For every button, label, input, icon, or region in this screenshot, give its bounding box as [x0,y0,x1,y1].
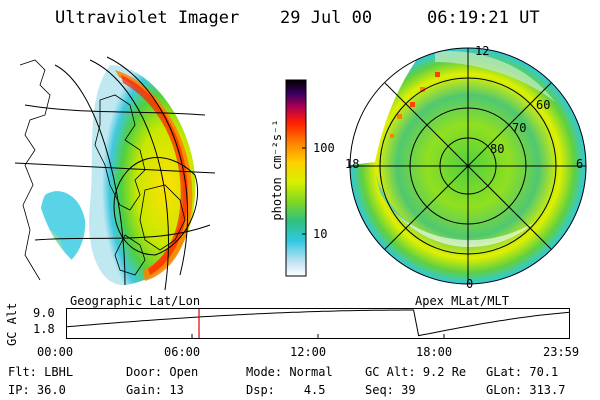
info-gain: Gain: 13 [126,383,184,397]
mlat-label-60: 60 [536,98,551,112]
info-glat: GLat: 70.1 [486,365,559,379]
altitude-ytick-high: 9.0 [33,306,55,320]
polar-plot [349,47,587,285]
mlt-label-0: 0 [466,277,474,291]
altitude-plot [66,308,570,339]
altitude-ytick-low: 1.8 [33,322,55,336]
altitude-curve [66,309,570,337]
info-mode: Mode: Normal [246,365,333,379]
info-door: Door: Open [126,365,199,379]
mlt-label-12: 12 [475,44,490,58]
altitude-xtick-0: 00:00 [37,345,74,359]
left-panel-label: Geographic Lat/Lon [70,294,201,308]
app-title: Ultraviolet Imager [55,8,240,28]
image-date: 29 Jul 00 [280,8,373,28]
altitude-xtick-2: 12:00 [290,345,327,359]
right-panel-label: Apex MLat/MLT [415,294,509,308]
altitude-xtick-4: 23:59 [543,345,580,359]
info-seq: Seq: 39 [365,383,416,397]
info-gc-alt: GC Alt: 9.2 Re [365,365,467,379]
info-glon: GLon: 313.7 [486,383,566,397]
geographic-image [15,56,216,291]
altitude-xtick-1: 06:00 [164,345,201,359]
mlt-label-6: 6 [576,157,584,171]
mlat-label-80: 80 [490,142,505,156]
colorbar-tick-100: 100 [313,141,335,155]
info-ip: IP: 36.0 [8,383,66,397]
mlt-label-18: 18 [345,157,360,171]
mlat-label-70: 70 [512,121,527,135]
colorbar-label: photon cm⁻²s⁻¹ [270,119,284,221]
colorbar [285,79,307,277]
info-dsp: Dsp: 4.5 [246,383,326,397]
info-flt: Flt: LBHL [8,365,74,379]
coastlines [19,59,186,281]
polar-grid [349,47,587,285]
aurora-oval [35,65,196,286]
image-time: 06:19:21 UT [427,8,540,28]
altitude-xtick-3: 18:00 [416,345,453,359]
colorbar-tick-10: 10 [313,227,328,241]
altitude-ylabel: GC Alt [5,302,19,346]
